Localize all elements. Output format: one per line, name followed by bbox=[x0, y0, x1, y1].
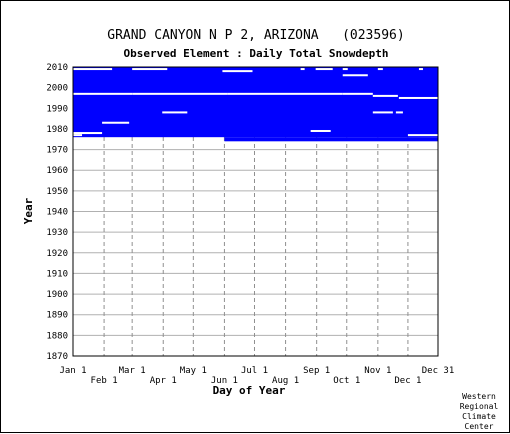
x-tick-label: Jun 1 bbox=[211, 376, 238, 386]
missing-data-segment bbox=[342, 68, 348, 71]
x-tick-label: May 1 bbox=[180, 366, 207, 376]
credit-line-2: Regional bbox=[460, 402, 499, 411]
missing-data-segment bbox=[132, 92, 228, 95]
x-tick-label: Sep 1 bbox=[303, 366, 330, 376]
y-tick-label: 1870 bbox=[46, 352, 68, 362]
missing-data-segment bbox=[342, 74, 368, 77]
missing-data-segment bbox=[372, 111, 393, 114]
missing-data-segment bbox=[222, 70, 253, 73]
x-tick-label: Aug 1 bbox=[272, 376, 299, 386]
missing-data-segment bbox=[418, 68, 423, 71]
x-tick-label: Dec 1 bbox=[394, 376, 421, 386]
missing-data-segment bbox=[132, 68, 168, 71]
missing-data-segment bbox=[227, 92, 343, 95]
y-tick-label: 1880 bbox=[46, 331, 68, 341]
x-tick-label: Dec 31 bbox=[422, 366, 455, 376]
missing-data-segment bbox=[73, 92, 133, 95]
x-tick-label: Mar 1 bbox=[119, 366, 146, 376]
missing-data-segment bbox=[342, 92, 373, 95]
y-tick-label: 2010 bbox=[46, 63, 68, 73]
x-tick-label: Nov 1 bbox=[364, 366, 391, 376]
y-tick-label: 1900 bbox=[46, 290, 68, 300]
missing-data-layer bbox=[73, 68, 438, 137]
chart-title: GRAND CANYON N P 2, ARIZONA (023596) bbox=[107, 28, 404, 43]
credit-line-1: Western bbox=[462, 392, 496, 401]
y-tick-label: 1970 bbox=[46, 146, 68, 156]
y-tick-label: 2000 bbox=[46, 84, 68, 94]
y-tick-label: 1910 bbox=[46, 269, 68, 279]
y-tick-label: 1930 bbox=[46, 228, 68, 238]
missing-data-segment bbox=[377, 68, 383, 71]
chart-subtitle: Observed Element : Daily Total Snowdepth bbox=[124, 47, 389, 60]
missing-data-segment bbox=[73, 134, 83, 137]
missing-data-segment bbox=[73, 68, 113, 71]
y-tick-label: 1980 bbox=[46, 125, 68, 135]
x-tick-label: Feb 1 bbox=[91, 376, 118, 386]
credit-line-3: Climate bbox=[462, 412, 496, 421]
missing-data-segment bbox=[300, 68, 305, 71]
y-tick-label: 1950 bbox=[46, 187, 68, 197]
data-layer bbox=[73, 67, 438, 142]
missing-data-segment bbox=[315, 68, 333, 71]
x-axis-label: Day of Year bbox=[213, 384, 286, 397]
observed-data-block bbox=[73, 67, 438, 138]
y-tick-label: 1920 bbox=[46, 249, 68, 259]
y-tick-label: 1940 bbox=[46, 208, 68, 218]
y-axis-label: Year bbox=[22, 197, 35, 224]
x-tick-label: Jul 1 bbox=[241, 366, 268, 376]
missing-data-segment bbox=[73, 132, 103, 135]
missing-data-segment bbox=[310, 129, 331, 132]
missing-data-segment bbox=[395, 111, 403, 114]
observed-data-block bbox=[224, 137, 438, 142]
missing-data-segment bbox=[102, 121, 130, 124]
x-tick-label: Oct 1 bbox=[333, 376, 360, 386]
y-tick-label: 1990 bbox=[46, 104, 68, 114]
plot-border bbox=[72, 66, 439, 357]
missing-data-segment bbox=[162, 111, 188, 114]
x-tick-labels: Jan 1 Mar 1 May 1 Jul 1 Sep 1 Nov 1 Dec 31 Feb … bbox=[59, 366, 454, 386]
credit-line-4: Center bbox=[465, 422, 494, 431]
missing-data-segment bbox=[407, 134, 438, 137]
missing-data-segment bbox=[372, 94, 398, 97]
missing-data-segment bbox=[398, 96, 438, 99]
y-tick-label: 1890 bbox=[46, 311, 68, 321]
x-tick-label: Apr 1 bbox=[150, 376, 177, 386]
y-tick-label: 1960 bbox=[46, 166, 68, 176]
x-tick-label: Jan 1 bbox=[59, 366, 86, 376]
y-tick-labels: 1870 1880 1890 1900 1910 1920 1930 1940 1950 1960… bbox=[46, 63, 68, 362]
